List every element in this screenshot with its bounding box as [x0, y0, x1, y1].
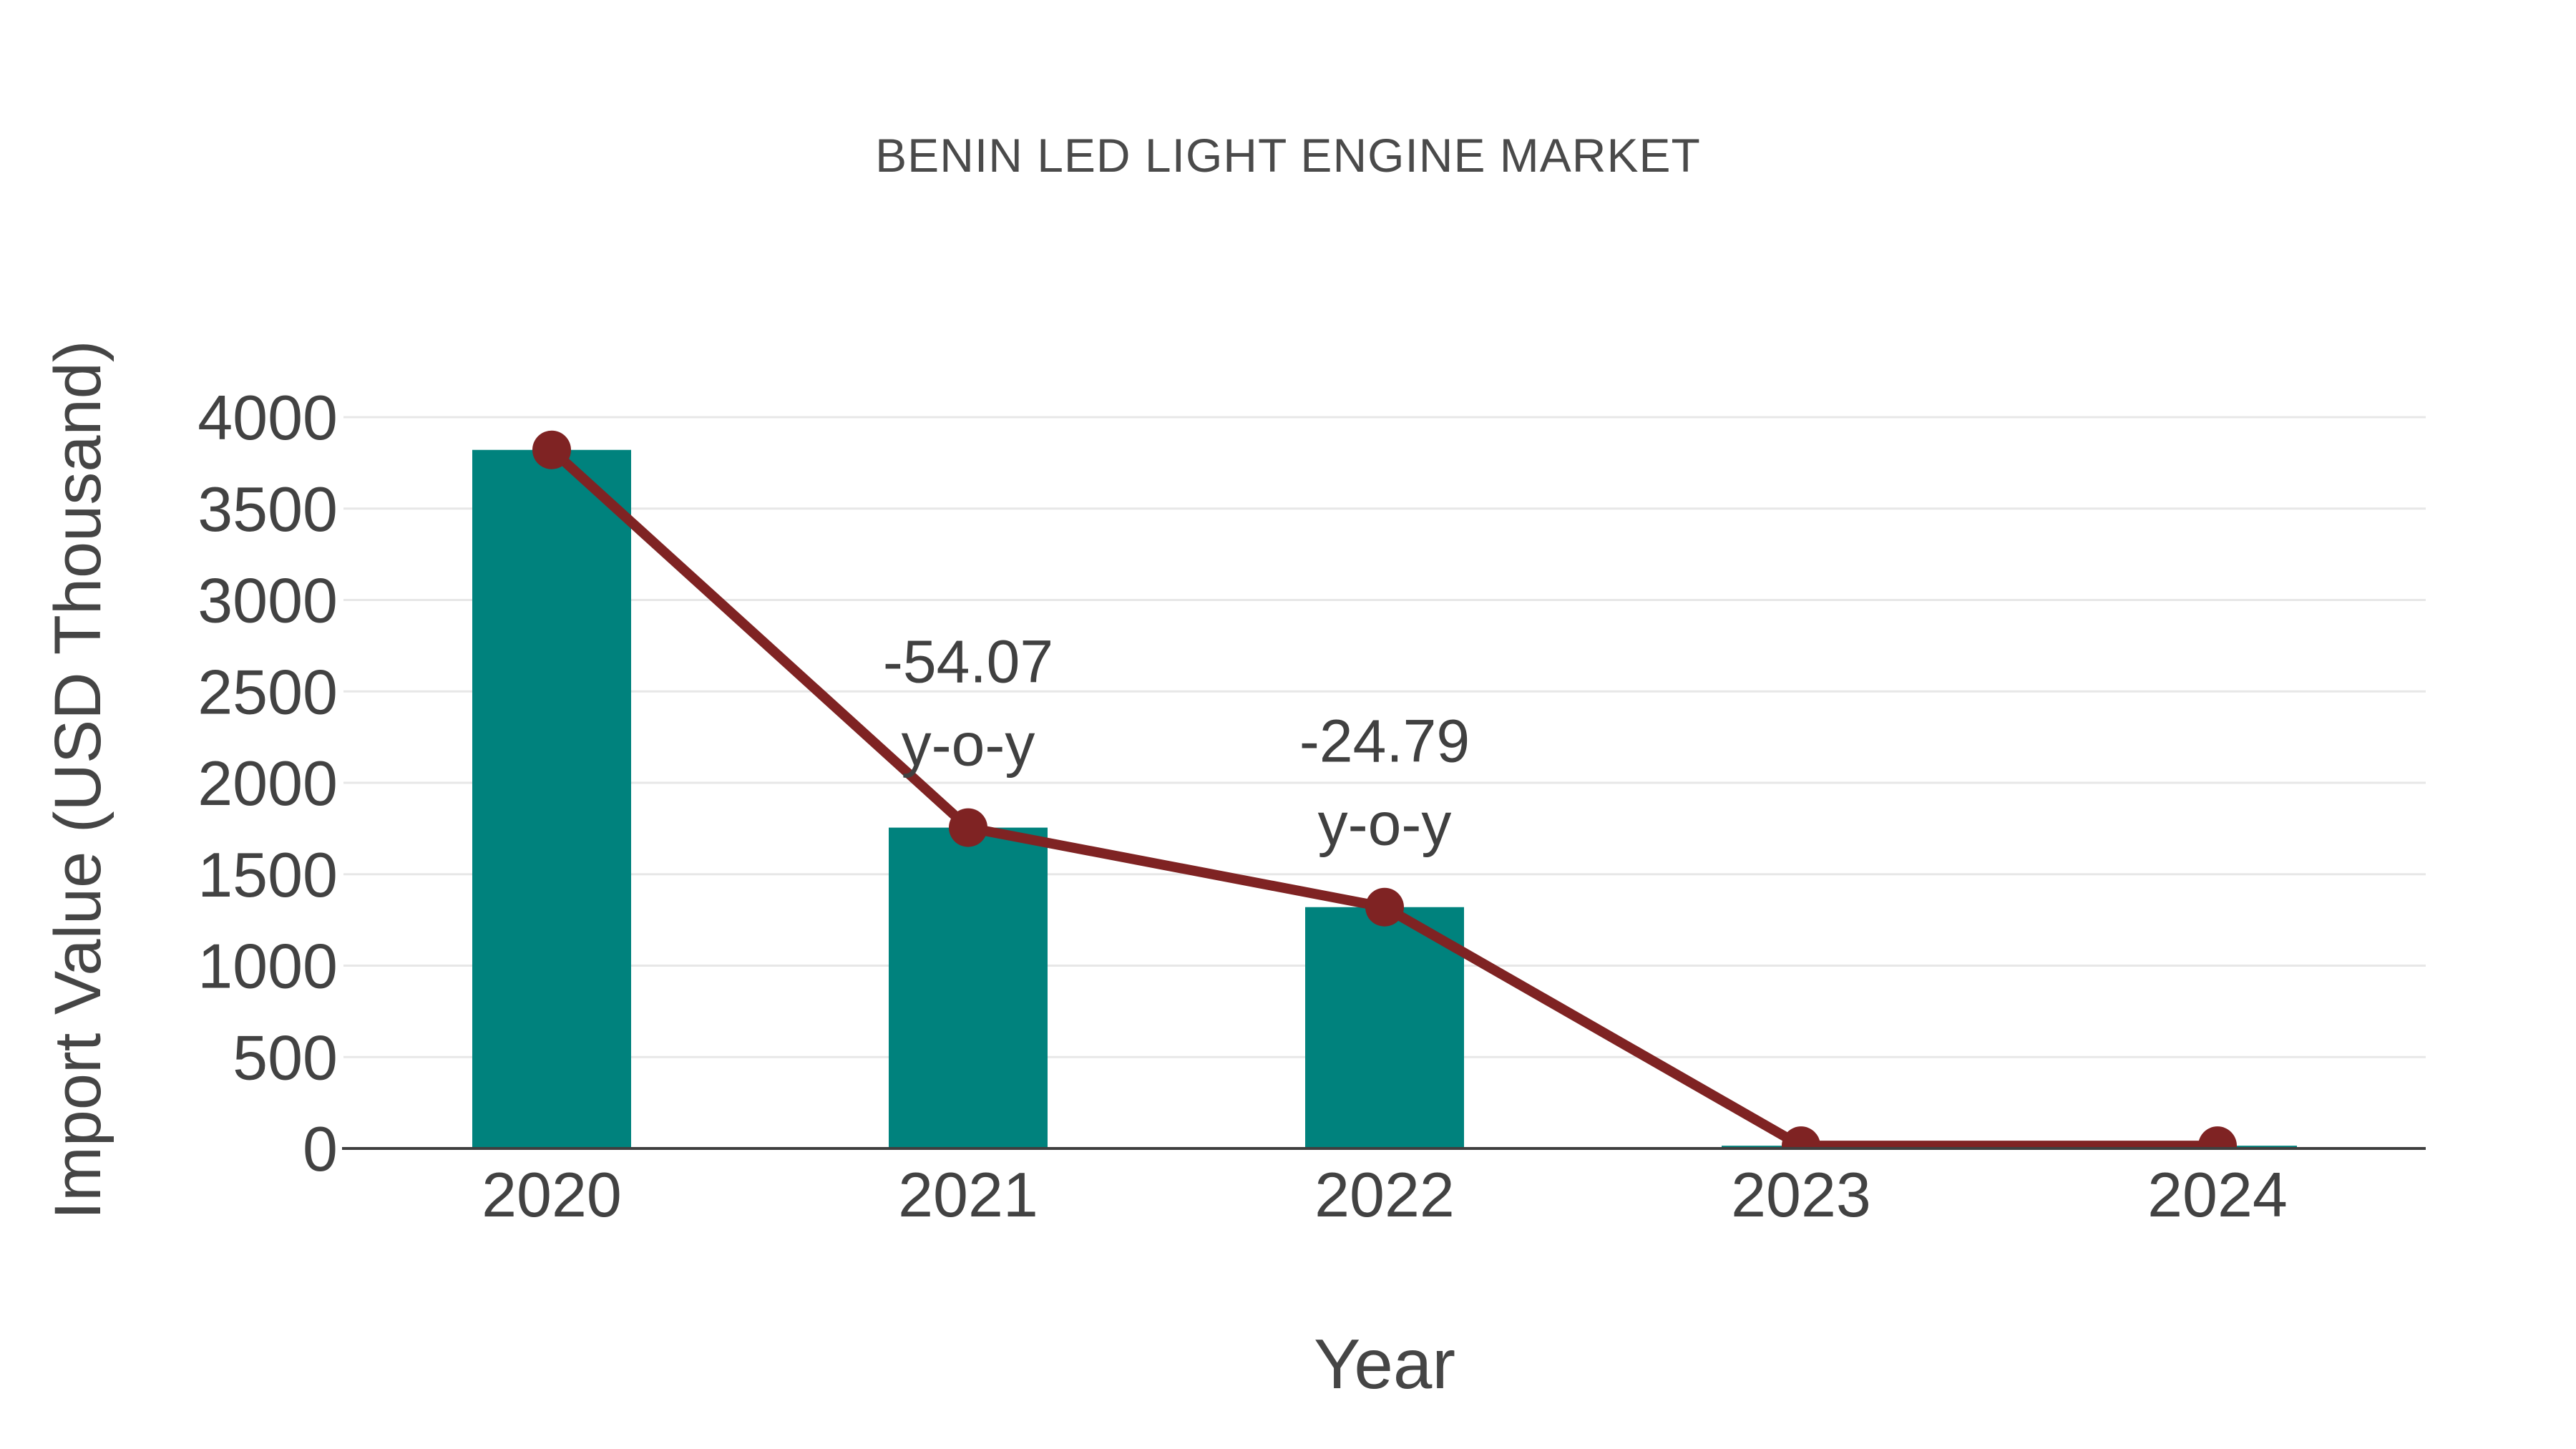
y-axis-title: Import Value (USD Thousand) — [42, 341, 114, 1220]
x-axis-title: Year — [1314, 1324, 1455, 1403]
x-tick-label-2024: 2024 — [2147, 1159, 2288, 1230]
x-tick-label-2020: 2020 — [482, 1159, 622, 1230]
bar-2022 — [1305, 907, 1464, 1148]
bar-2021 — [889, 827, 1048, 1148]
annotation-value-2022: -24.79 — [1299, 708, 1470, 775]
line-series — [532, 430, 2237, 1147]
x-tick-label-2021: 2021 — [898, 1159, 1038, 1230]
annotation-value-2021: -54.07 — [883, 628, 1053, 696]
y-tick-label-1500: 1500 — [197, 839, 338, 910]
x-tick-label-2022: 2022 — [1314, 1159, 1455, 1230]
annotations: -54.07 y-o-y -24.79 y-o-y — [883, 628, 1470, 858]
annotation-yoy-2021: y-o-y — [902, 711, 1035, 779]
gridlines — [343, 416, 2426, 1058]
y-tick-label-3000: 3000 — [197, 565, 338, 636]
y-tick-label-4000: 4000 — [197, 382, 338, 453]
bar-series — [472, 449, 2297, 1148]
y-tick-label-3500: 3500 — [197, 474, 338, 545]
y-axis-tick-labels: 0 500 1000 1500 2000 2500 3000 3500 4000 — [197, 382, 338, 1184]
annotation-yoy-2022: y-o-y — [1318, 791, 1452, 858]
marker-2022 — [1365, 887, 1404, 927]
bar-2020 — [472, 449, 631, 1148]
marker-2021 — [949, 808, 987, 847]
x-axis-tick-labels: 2020 2021 2022 2023 2024 — [482, 1159, 2288, 1230]
chart-title: BENIN LED LIGHT ENGINE MARKET — [875, 129, 1701, 182]
y-tick-label-1000: 1000 — [197, 931, 338, 1002]
x-tick-label-2023: 2023 — [1731, 1159, 1871, 1230]
y-tick-label-2000: 2000 — [197, 748, 338, 819]
marker-2023 — [1782, 1126, 1820, 1147]
y-tick-label-500: 500 — [233, 1022, 338, 1093]
marker-2024 — [2198, 1126, 2237, 1147]
marker-2020 — [532, 430, 571, 469]
y-tick-label-0: 0 — [303, 1113, 338, 1184]
y-tick-label-2500: 2500 — [197, 656, 338, 727]
